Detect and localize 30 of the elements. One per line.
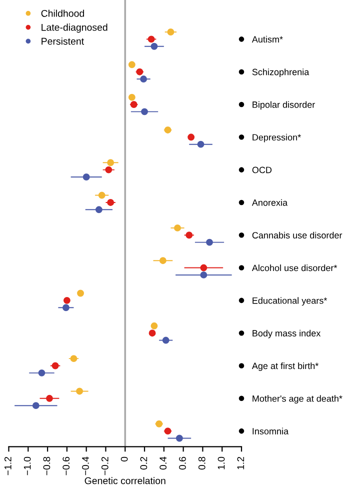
- x-tick-label: 1.0: [218, 456, 225, 470]
- x-tick-label: −1.0: [24, 456, 31, 476]
- x-tick-label: 0: [120, 456, 128, 462]
- y-tick-label: Autism*: [252, 36, 283, 43]
- y-tick-label: Educational years*: [252, 297, 328, 306]
- y-tick-label: Anorexia: [252, 199, 288, 206]
- x-tick-label: 0.2: [140, 456, 148, 470]
- y-tick-label: Schizophrenia: [252, 68, 310, 77]
- y-tick-label: Alcohol use disorder*: [252, 264, 338, 272]
- x-tick-label: 0.6: [179, 456, 186, 470]
- y-tick-label: Insomnia: [252, 428, 289, 434]
- x-tick-label: 0.4: [160, 456, 167, 470]
- x-tick-label: −0.4: [82, 456, 89, 476]
- x-tick-label: 0.8: [198, 456, 206, 470]
- y-tick-label: Bipolar disorder: [252, 101, 315, 110]
- x-tick-label: −0.6: [62, 456, 70, 476]
- x-tick-label: 1.2: [237, 456, 244, 470]
- x-tick-label: −1.2: [4, 456, 12, 476]
- legend-label: Childhood: [41, 10, 84, 17]
- y-tick-label: Depression*: [252, 134, 301, 142]
- y-tick-label: OCD: [252, 166, 272, 174]
- legend-label: Late-diagnosed: [42, 24, 108, 33]
- x-tick-label: −0.8: [43, 456, 50, 476]
- x-tick-label: −0.2: [101, 456, 108, 476]
- legend-label: Persistent: [42, 38, 84, 45]
- y-tick-label: Body mass index: [252, 330, 321, 338]
- y-tick-label: Cannabis use disorder: [252, 232, 342, 238]
- x-axis-title: Genetic correlation: [84, 477, 166, 484]
- y-tick-label: Age at first birth*: [252, 362, 319, 371]
- y-tick-label: Mother's age at death*: [252, 395, 342, 404]
